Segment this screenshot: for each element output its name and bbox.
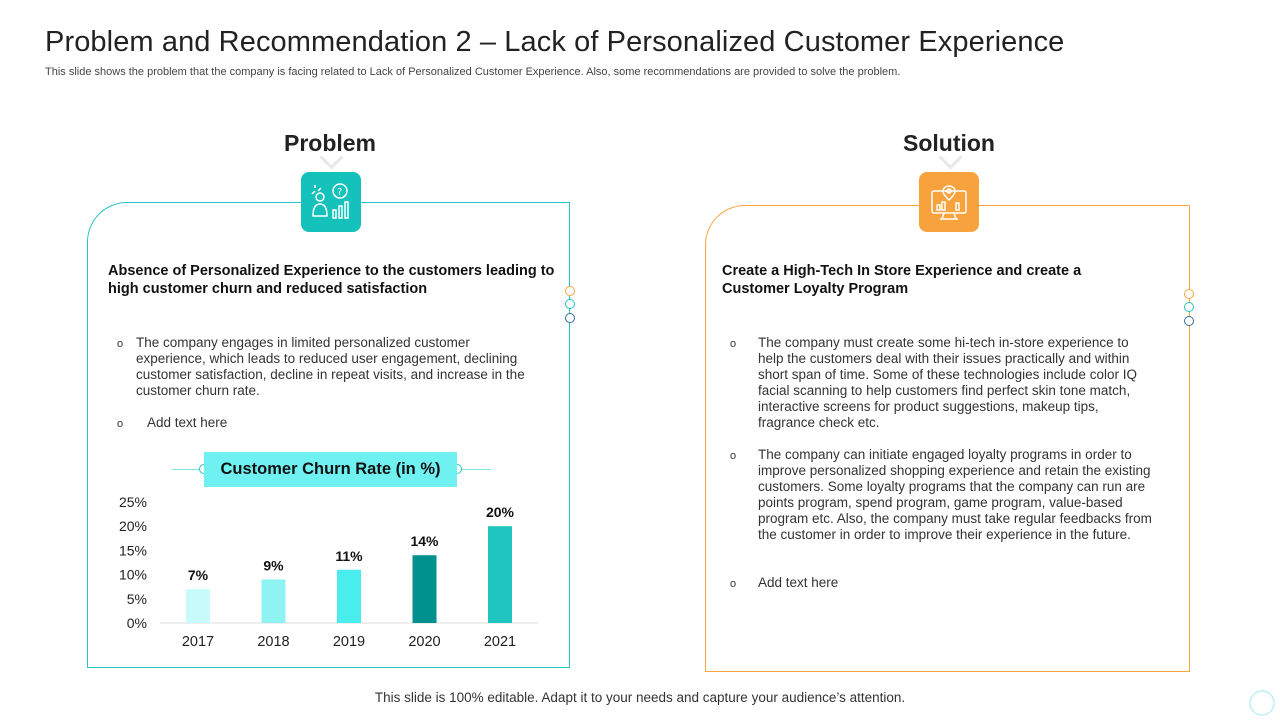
bar-value-label: 7%	[188, 567, 209, 583]
bullet-marker: o	[730, 578, 737, 590]
decor-dot	[565, 313, 575, 323]
problem-statement: Absence of Personalized Experience to th…	[108, 263, 555, 297]
svg-text:?: ?	[337, 187, 342, 198]
bar-value-label: 14%	[410, 533, 439, 549]
chart-title: Customer Churn Rate (in %)	[204, 452, 457, 487]
bullet-marker: o	[117, 418, 124, 430]
bar	[186, 589, 210, 623]
x-tick-label: 2020	[408, 634, 440, 650]
x-tick-label: 2018	[257, 634, 289, 650]
churn-rate-bar-chart: 0% 5% 10% 15% 20% 25% 7% 2017 9% 2018 11% 2019 14% 20…	[119, 494, 538, 650]
bullet-marker: o	[730, 338, 737, 350]
problem-heading: Problem	[283, 130, 377, 156]
solution-bullet-3: Add text here	[758, 575, 839, 590]
y-tick-label: 10%	[119, 567, 147, 583]
bar-value-label: 20%	[486, 504, 515, 520]
decor-dot	[565, 286, 575, 296]
chart-title-line-left	[172, 469, 204, 470]
bar	[412, 555, 437, 623]
bar	[261, 579, 286, 623]
bullet-marker: o	[730, 450, 737, 462]
footer-note: This slide is 100% editable. Adapt it to…	[374, 690, 906, 705]
bar-value-label: 9%	[263, 557, 284, 573]
y-tick-label: 20%	[119, 518, 147, 534]
slide-subtitle: This slide shows the problem that the co…	[45, 66, 901, 78]
x-tick-label: 2017	[182, 634, 214, 650]
analytics-person-chart-icon: ?	[301, 172, 361, 232]
y-tick-label: 25%	[119, 494, 147, 510]
bar-value-label: 11%	[335, 548, 363, 564]
decor-dot	[1184, 289, 1194, 299]
chart-title-line-right	[457, 469, 491, 470]
y-tick-label: 5%	[127, 591, 147, 607]
x-tick-label: 2019	[333, 634, 365, 650]
solution-bullet-1: The company must create some hi-tech in-…	[758, 335, 1137, 430]
monitor-location-chart-icon	[919, 172, 979, 232]
y-tick-label: 0%	[127, 615, 147, 631]
solution-bullet-2: The company can initiate engaged loyalty…	[758, 447, 1152, 542]
solution-statement: Create a High-Tech In Store Experience a…	[722, 263, 1082, 297]
bar	[337, 569, 361, 623]
decor-dot	[565, 299, 575, 309]
slide-title: Problem and Recommendation 2 – Lack of P…	[45, 26, 1065, 58]
y-tick-label: 15%	[119, 542, 147, 558]
bullet-marker: o	[117, 338, 124, 350]
solution-heading: Solution	[903, 130, 995, 156]
decor-dot	[1184, 302, 1194, 312]
decor-dot	[1184, 316, 1194, 326]
x-tick-label: 2021	[484, 634, 516, 650]
bar	[488, 526, 512, 623]
problem-bullet-1: The company engages in limited personali…	[136, 335, 525, 398]
problem-bullet-2: Add text here	[147, 415, 228, 430]
corner-circle-icon	[1249, 690, 1275, 716]
